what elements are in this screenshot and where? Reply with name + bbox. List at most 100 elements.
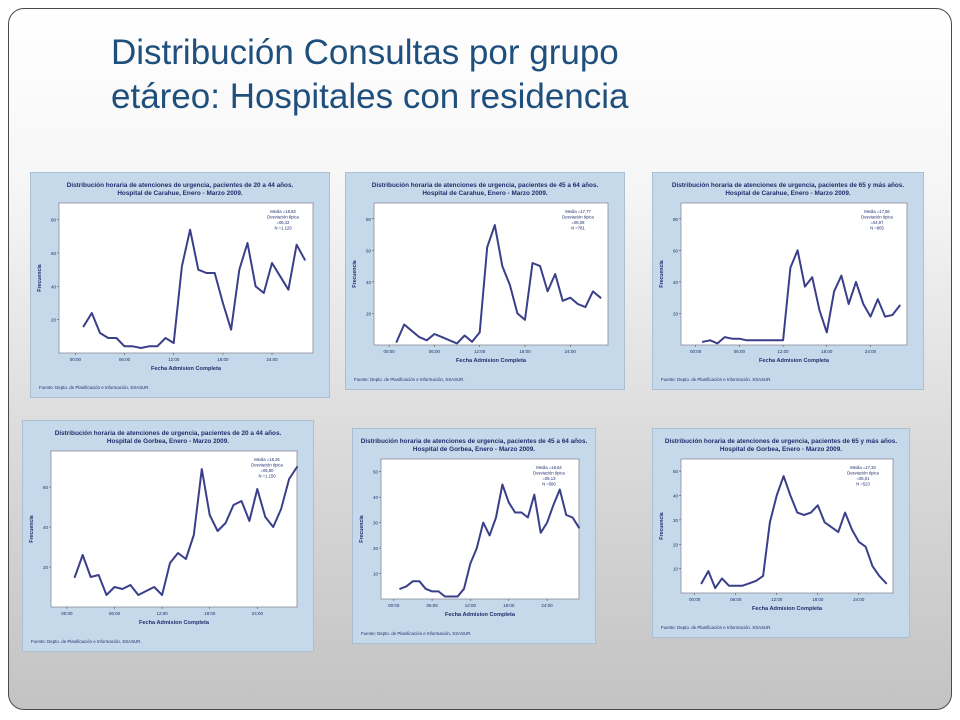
y-tick-label: 80	[51, 218, 57, 223]
y-tick-label: 60	[673, 248, 679, 253]
chart-subtitle: Hospital de Gorbea, Enero - Marzo 2009.	[720, 446, 842, 453]
stats-line: =06,42	[277, 220, 291, 225]
y-tick-label: 20	[43, 565, 49, 570]
y-tick-label: 40	[373, 495, 379, 500]
x-tick-label: 12:00	[771, 597, 783, 602]
chart-subtitle: Hospital de Carahue, Enero - Marzo 2009.	[422, 190, 548, 197]
x-tick-label: 24:00	[266, 357, 278, 362]
plot-area	[50, 450, 298, 608]
stats-line: Desviación típica	[861, 215, 893, 220]
series-line	[73, 466, 298, 596]
stats-line: N =805	[870, 226, 884, 231]
chart-svg: Distribución horaria de atenciones de ur…	[352, 182, 609, 382]
x-tick-label: 24:00	[565, 349, 577, 354]
x-tick-label: 12:00	[168, 357, 180, 362]
source-note: Fuente: Depto. de Planificación e Inform…	[661, 377, 772, 382]
chart-svg: Distribución horaria de atenciones de ur…	[359, 438, 588, 636]
x-tick-label: 00:00	[383, 349, 395, 354]
chart-panel-carahue-65-plus: Distribución horaria de atenciones de ur…	[652, 172, 924, 390]
x-tick-label: 12:00	[777, 349, 789, 354]
chart-panel-gorbea-20-44: Distribución horaria de atenciones de ur…	[22, 420, 314, 652]
x-tick-label: 18:00	[217, 357, 229, 362]
x-axis-label: Fecha Admision Completa	[445, 612, 516, 618]
y-tick-label: 20	[51, 318, 57, 323]
series-line	[701, 249, 901, 345]
y-tick-label: 40	[673, 280, 679, 285]
x-axis-label: Fecha Admision Completa	[759, 358, 830, 364]
chart-panel-gorbea-65-plus: Distribución horaria de atenciones de ur…	[652, 428, 910, 638]
stats-line: =04,97	[871, 220, 885, 225]
stats-line: =05,08	[572, 220, 586, 225]
x-tick-label: 12:00	[465, 603, 477, 608]
y-tick-label: 30	[673, 518, 679, 523]
x-tick-label: 24:00	[853, 597, 865, 602]
y-tick-label: 60	[366, 248, 372, 253]
slide-title-line2: etáreo: Hospitales con residencia	[111, 77, 629, 116]
chart-title: Distribución horaria de atenciones de ur…	[672, 182, 904, 189]
chart-title: Distribución horaria de atenciones de ur…	[361, 438, 588, 445]
stats-line: Desviación típica	[562, 215, 594, 220]
y-axis-label: Frecuencia	[37, 264, 43, 292]
chart-title: Distribución horaria de atenciones de ur…	[55, 430, 282, 437]
stats-line: Desviación típica	[533, 471, 565, 476]
stats-line: N =781	[571, 226, 585, 231]
y-tick-label: 80	[366, 217, 372, 222]
x-tick-label: 06:00	[730, 597, 742, 602]
x-axis-label: Fecha Admision Completa	[456, 358, 527, 364]
x-tick-label: 00:00	[61, 611, 73, 616]
chart-svg: Distribución horaria de atenciones de ur…	[659, 182, 908, 382]
x-tick-label: 12:00	[156, 611, 168, 616]
y-tick-label: 60	[43, 485, 49, 490]
chart-subtitle: Hospital de Carahue, Enero - Marzo 2009.	[725, 190, 851, 197]
x-tick-label: 06:00	[109, 611, 121, 616]
x-tick-label: 18:00	[519, 349, 531, 354]
y-tick-label: 50	[673, 469, 679, 474]
y-tick-label: 40	[366, 280, 372, 285]
series-line	[700, 475, 888, 590]
plot-area	[380, 458, 580, 600]
stats-line: N =523	[856, 482, 870, 487]
source-note: Fuente: Depto. de Planificación e Inform…	[354, 377, 465, 382]
plot-area	[58, 202, 314, 354]
y-axis-label: Frecuencia	[659, 512, 665, 540]
x-tick-label: 24:00	[541, 603, 553, 608]
x-tick-label: 12:00	[474, 349, 486, 354]
chart-panel-carahue-20-44: Distribución horaria de atenciones de ur…	[30, 172, 330, 398]
plot-area	[680, 202, 908, 346]
y-tick-label: 50	[373, 470, 379, 475]
stats-line: Media =18,83	[270, 209, 296, 214]
stats-line: Media =18,26	[254, 457, 280, 462]
chart-panel-gorbea-45-64: Distribución horaria de atenciones de ur…	[352, 428, 596, 644]
x-tick-label: 06:00	[426, 603, 438, 608]
series-line	[395, 224, 602, 345]
stats-line: Media =17,33	[850, 465, 876, 470]
x-tick-label: 18:00	[821, 349, 833, 354]
x-tick-label: 18:00	[204, 611, 216, 616]
series-line	[399, 483, 580, 598]
chart-subtitle: Hospital de Carahue, Enero - Marzo 2009.	[117, 190, 243, 197]
source-note: Fuente: Depto. de Planificación e Inform…	[39, 385, 150, 390]
y-tick-label: 10	[673, 567, 679, 572]
stats-line: Desviación típica	[267, 215, 299, 220]
chart-title: Distribución horaria de atenciones de ur…	[67, 182, 294, 189]
stats-line: Media =17,56	[864, 209, 890, 214]
x-axis-label: Fecha Admision Completa	[139, 620, 210, 626]
chart-subtitle: Hospital de Gorbea, Enero - Marzo 2009.	[107, 438, 229, 445]
source-note: Fuente: Depto. de Planificación e Inform…	[361, 631, 472, 636]
stats-line: N =580	[542, 482, 556, 487]
y-tick-label: 40	[673, 494, 679, 499]
x-tick-label: 00:00	[690, 349, 702, 354]
x-tick-label: 00:00	[388, 603, 400, 608]
y-tick-label: 30	[373, 521, 379, 526]
y-tick-label: 40	[43, 525, 49, 530]
stats-line: N =1.129	[274, 226, 292, 231]
y-axis-label: Frecuencia	[352, 260, 358, 288]
slide-title: Distribución Consultas por grupo etáreo:…	[111, 31, 911, 119]
y-tick-label: 20	[673, 542, 679, 547]
x-tick-label: 18:00	[503, 603, 515, 608]
x-tick-label: 06:00	[429, 349, 441, 354]
stats-line: =05,50	[261, 468, 275, 473]
x-tick-label: 06:00	[734, 349, 746, 354]
x-tick-label: 00:00	[689, 597, 701, 602]
chart-title: Distribución horaria de atenciones de ur…	[372, 182, 599, 189]
